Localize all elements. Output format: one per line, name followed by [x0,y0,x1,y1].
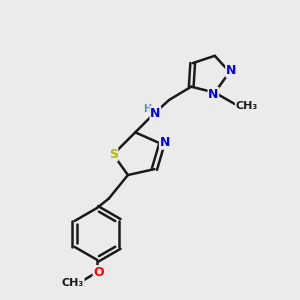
Text: S: S [109,148,118,161]
Text: N: N [226,64,236,77]
Text: N: N [208,88,218,100]
Text: N: N [150,107,160,120]
Text: H: H [144,104,152,114]
Text: CH₃: CH₃ [62,278,84,287]
Text: N: N [160,136,170,149]
Text: O: O [93,266,104,279]
Text: CH₃: CH₃ [236,101,258,111]
